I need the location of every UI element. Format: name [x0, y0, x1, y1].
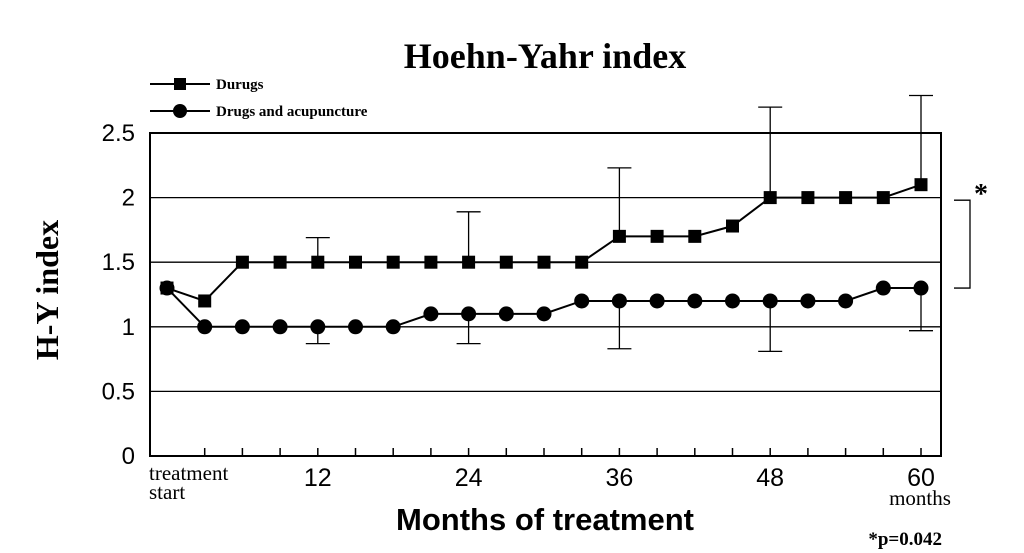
x-tick-label: 48	[756, 464, 784, 492]
data-point-drugs-acupuncture	[310, 319, 326, 335]
legend: Durugs Drugs and acupuncture	[150, 77, 368, 120]
significance-bracket-line	[954, 199, 971, 289]
x-ticks	[203, 448, 922, 456]
x-tick-label: 60	[907, 464, 935, 492]
y-tick-label: 0	[122, 443, 135, 470]
data-point-durugs	[311, 255, 325, 269]
data-point-drugs-acupuncture	[838, 293, 854, 309]
x-tick-label: 24	[455, 464, 483, 492]
data-point-drugs-acupuncture	[800, 293, 816, 309]
y-tick-labels: 0 0.5 1 1.5 2 2.5	[102, 120, 135, 470]
data-point-durugs	[386, 255, 400, 269]
data-point-durugs	[650, 229, 664, 243]
legend-marker-circle	[173, 104, 187, 118]
x-tick-label-start: treatment	[149, 461, 228, 485]
data-point-drugs-acupuncture	[197, 319, 213, 335]
significance-marker: *	[974, 179, 988, 210]
data-point-drugs-acupuncture	[272, 319, 288, 335]
data-point-durugs	[235, 255, 249, 269]
data-point-durugs	[612, 229, 626, 243]
x-tick-label: 36	[605, 464, 633, 492]
data-point-durugs	[462, 255, 476, 269]
data-point-durugs	[575, 255, 589, 269]
data-point-drugs-acupuncture	[536, 306, 552, 322]
data-point-durugs	[801, 191, 815, 205]
y-tick-label: 1	[122, 314, 135, 341]
data-point-durugs	[273, 255, 287, 269]
data-point-drugs-acupuncture	[159, 280, 175, 296]
data-point-drugs-acupuncture	[687, 293, 703, 309]
legend-label-durugs: Durugs	[216, 77, 264, 93]
data-point-drugs-acupuncture	[762, 293, 778, 309]
y-axis-label: H-Y index	[29, 220, 65, 360]
data-point-durugs	[726, 219, 739, 233]
data-point-durugs	[198, 294, 212, 308]
data-point-drugs-acupuncture	[461, 306, 477, 322]
y-tick-label: 0.5	[102, 378, 135, 405]
data-point-drugs-acupuncture	[725, 293, 740, 309]
y-tick-label: 2	[122, 185, 135, 212]
data-point-drugs-acupuncture	[234, 319, 250, 335]
data-point-drugs-acupuncture	[574, 293, 590, 309]
data-point-durugs	[499, 255, 513, 269]
data-point-durugs	[876, 191, 890, 205]
data-point-durugs	[349, 255, 362, 269]
data-point-durugs	[688, 229, 702, 243]
data-point-durugs	[424, 255, 438, 269]
series-markers	[159, 178, 929, 335]
x-tick-label: 12	[304, 464, 332, 492]
data-point-durugs	[537, 255, 551, 269]
data-point-durugs	[763, 191, 777, 205]
plot-frame	[149, 132, 942, 457]
data-point-drugs-acupuncture	[498, 306, 514, 322]
data-point-drugs-acupuncture	[385, 319, 401, 335]
chart-title: Hoehn-Yahr index	[404, 36, 686, 76]
data-point-drugs-acupuncture	[649, 293, 665, 309]
x-tick-label-unit: months	[889, 486, 951, 510]
data-point-drugs-acupuncture	[423, 306, 439, 322]
legend-label-drugs-acupuncture: Drugs and acupuncture	[216, 104, 368, 120]
gridlines	[150, 196, 941, 393]
data-point-drugs-acupuncture	[913, 280, 929, 296]
data-point-drugs-acupuncture	[611, 293, 627, 309]
p-value-footnote: *p=0.042	[868, 529, 942, 550]
data-point-durugs	[914, 178, 928, 192]
data-point-drugs-acupuncture	[875, 280, 891, 296]
x-axis-label: Months of treatment	[396, 502, 694, 537]
significance-bracket	[954, 199, 971, 289]
legend-marker-square	[174, 78, 186, 90]
data-point-durugs	[839, 191, 853, 205]
y-tick-label: 2.5	[102, 120, 135, 147]
y-tick-label: 1.5	[102, 249, 135, 276]
data-point-drugs-acupuncture	[348, 319, 363, 335]
x-tick-label-start-line2: start	[149, 480, 185, 504]
